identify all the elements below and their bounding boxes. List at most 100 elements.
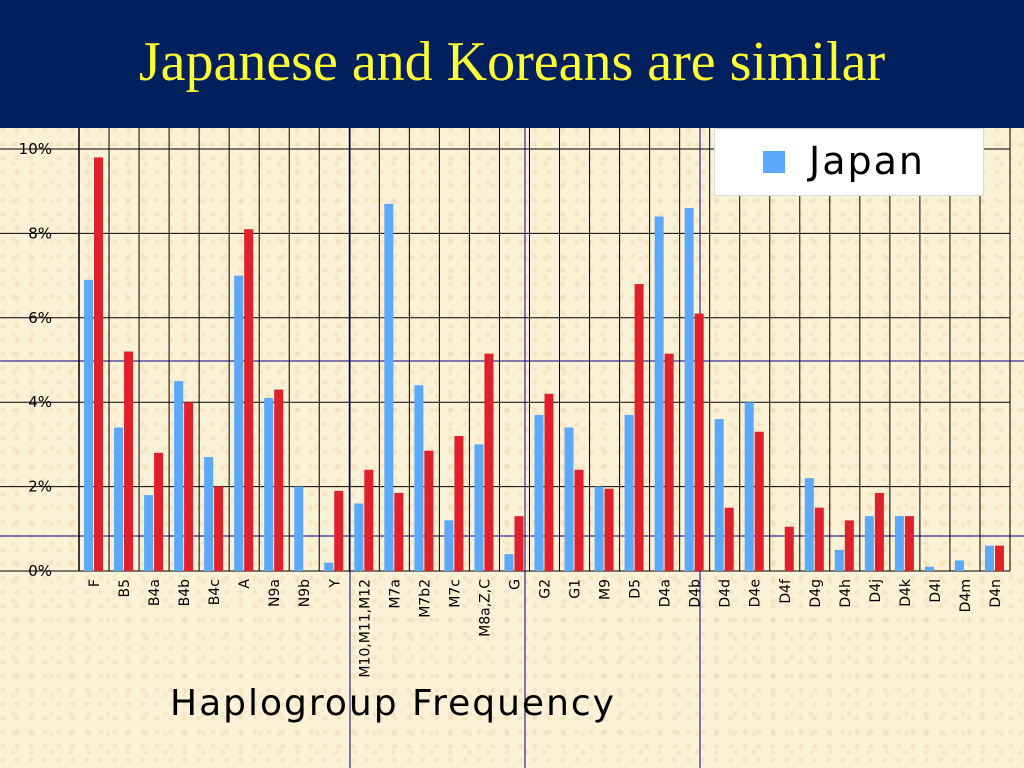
x-tick-label: D4m [958, 579, 974, 612]
x-tick-label: M9 [598, 579, 614, 600]
bar-japan [444, 520, 454, 571]
slide-title: Japanese and Koreans are similar [138, 31, 886, 93]
bar-japan [174, 381, 184, 571]
bar-series-2 [394, 492, 404, 571]
bar-japan [834, 549, 844, 571]
y-tick-label: 8% [28, 224, 52, 242]
bar-japan [984, 545, 994, 571]
bar-series-2 [904, 516, 914, 571]
x-tick-label: D4h [838, 579, 854, 608]
legend-label-japan: Japan [809, 139, 925, 183]
bar-japan [264, 397, 274, 571]
bar-japan [354, 503, 364, 571]
x-tick-label: G2 [538, 579, 554, 599]
bar-japan [654, 216, 664, 571]
bar-series-2 [514, 516, 524, 571]
bar-japan [474, 444, 484, 571]
x-tick-label: A [237, 579, 253, 589]
bar-japan [714, 419, 724, 571]
bar-series-2 [634, 284, 644, 571]
bar-japan [534, 414, 544, 571]
bar-japan [684, 208, 694, 571]
bar-series-2 [424, 450, 434, 571]
y-tick-label: 4% [28, 393, 52, 411]
bar-series-2 [844, 520, 854, 571]
bar-series-2 [124, 351, 134, 571]
x-axis-title: Haplogroup Frequency [170, 683, 616, 724]
bar-series-2 [724, 507, 734, 571]
x-tick-label: N9b [297, 579, 313, 607]
bar-series-2 [604, 488, 614, 571]
title-bar: Japanese and Koreans are similar [0, 0, 1024, 128]
x-tick-label: B4b [177, 579, 193, 607]
x-tick-label: D4g [808, 579, 824, 608]
bar-japan [144, 495, 154, 571]
bar-japan [894, 516, 904, 571]
bar-japan [414, 385, 424, 571]
bar-japan [204, 457, 214, 571]
y-tick-label: 10% [19, 140, 52, 158]
x-tick-label: Y [327, 579, 343, 589]
bar-japan [594, 486, 604, 571]
x-tick-label: D4j [868, 579, 884, 603]
bar-japan [234, 275, 244, 571]
bar-series-2 [334, 490, 344, 571]
bar-japan [624, 414, 634, 571]
x-tick-label: B4a [147, 579, 163, 606]
legend-swatch-japan [763, 151, 785, 173]
y-tick-label: 6% [28, 309, 52, 327]
x-tick-label: M8a,Z,C [477, 579, 493, 637]
bar-japan [294, 486, 304, 571]
bar-series-2 [154, 452, 164, 571]
x-tick-label: D4d [718, 579, 734, 608]
x-tick-label: D4e [748, 579, 764, 607]
bar-series-2 [994, 545, 1004, 571]
chart-area: 0% 2% 4% 6% 8% 10% F B5 B4a B4b B4c A N9a N9b Y M10,M11… [0, 128, 1024, 768]
bar-japan [954, 560, 964, 571]
x-tick-label: N9a [267, 579, 283, 607]
x-tick-label: D4a [658, 579, 674, 607]
x-tick-label: D4n [988, 579, 1004, 608]
bar-japan [84, 279, 94, 571]
bar-japan [564, 427, 574, 571]
bar-series-2 [94, 157, 104, 571]
bar-series-2 [484, 353, 494, 571]
x-tick-label: M10,M11,M12 [357, 579, 373, 678]
x-tick-label: M7c [447, 579, 463, 608]
x-tick-label: D5 [628, 579, 644, 599]
bar-series-2 [874, 492, 884, 571]
x-tick-label: F [87, 579, 103, 587]
y-tick-label: 2% [28, 478, 52, 496]
bar-japan [504, 554, 514, 571]
x-tick-label: D4k [898, 578, 914, 607]
bar-series-2 [814, 507, 824, 571]
bar-series-2 [574, 469, 584, 571]
bar-series-2 [214, 486, 224, 571]
x-tick-label: G [507, 579, 523, 590]
bar-series-2 [664, 353, 674, 571]
x-tick-label: M7a [387, 579, 403, 609]
bar-series-2 [754, 431, 764, 571]
bar-japan [744, 402, 754, 571]
bar-series-2 [544, 393, 554, 571]
y-tick-label: 0% [28, 562, 52, 580]
x-tick-label: D4l [928, 579, 944, 603]
bar-series-2 [784, 526, 794, 571]
legend: Japan [714, 128, 984, 196]
x-tick-label: B5 [117, 579, 133, 598]
bar-series-2 [184, 402, 194, 571]
bar-series-2 [364, 469, 374, 571]
bar-series-2 [694, 313, 704, 571]
bar-japan [324, 562, 334, 571]
x-tick-label: D4b [688, 579, 704, 608]
bar-japan [114, 427, 124, 571]
bar-series-2 [274, 389, 284, 571]
bar-japan [864, 516, 874, 571]
x-tick-label: B4c [207, 579, 223, 605]
bar-japan [924, 566, 934, 571]
bar-japan [384, 203, 394, 572]
bar-series-2 [454, 435, 464, 571]
bar-series-2 [244, 229, 254, 571]
x-tick-label: D4f [778, 578, 794, 604]
bar-chart: 0% 2% 4% 6% 8% 10% F B5 B4a B4b B4c A N9a N9b Y M10,M11… [0, 128, 1024, 768]
